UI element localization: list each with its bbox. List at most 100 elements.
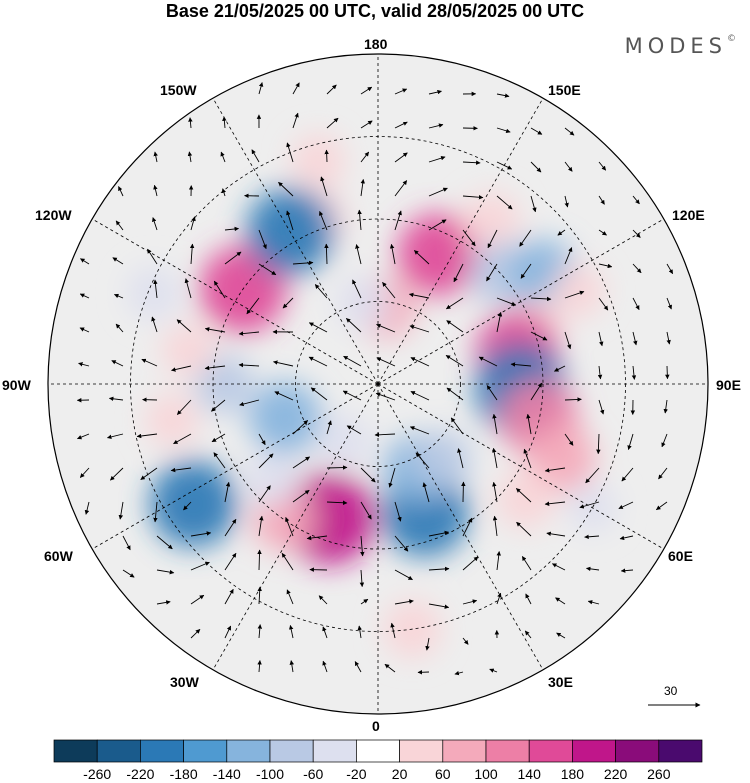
wind-arrow [598,331,604,347]
wind-arrow [598,195,605,205]
wind-arrow [224,226,240,232]
wind-arrow [224,481,231,503]
colorbar-tick-label: -220 [126,766,155,782]
colorbar-segment [140,739,184,763]
wind-arrow [526,413,532,435]
wind-arrow [170,467,192,473]
wind-arrow [496,592,502,605]
wind-arrow [112,257,124,265]
wind-arrow [516,488,532,503]
lon-label-90w: 90W [2,377,31,393]
wind-arrow [428,603,450,609]
wind-arrow [222,116,227,129]
wind-arrow [632,195,640,205]
wind-arrow [110,467,124,481]
wind-arrow [190,561,210,571]
wind-arrow [632,331,638,346]
wind-arrow [375,392,396,401]
wind-arrow [326,84,337,95]
wind-arrow [324,243,329,265]
wind-arrow [530,161,542,173]
lon-label-150w: 150W [160,82,197,98]
wind-arrow [152,217,158,231]
wind-arrow [585,566,600,572]
lon-label-30w: 30W [170,674,199,690]
wind-arrow [585,467,600,484]
meridian-line [92,218,379,385]
map-boundary [47,53,709,715]
wind-arrow [564,161,573,172]
wind-arrow [394,535,409,552]
wind-arrow [153,501,158,523]
wind-arrow [428,530,450,537]
wind-arrow [492,447,498,469]
wind-arrow [428,566,450,572]
lon-label-30e: 30E [548,674,573,690]
wind-arrow [258,485,271,503]
wind-arrow [564,127,575,136]
anomaly-patch [550,264,605,318]
colorbar-segment [226,739,271,763]
wind-arrow [246,297,260,315]
colorbar-tick-label: 60 [435,766,451,782]
wind-arrow [462,195,484,200]
wind-arrow [374,432,396,438]
wind-arrow [384,663,396,673]
wind-arrow [136,433,158,439]
wind-arrow [425,637,430,651]
wind-arrow [281,552,294,571]
wind-arrow [428,89,442,95]
wind-arrow [530,127,543,135]
wind-arrow [346,425,362,435]
wind-arrow [564,247,573,265]
colorbar-segment [269,739,314,763]
wind-arrow [632,297,640,311]
wind-arrow [496,311,503,333]
colorbar-segment [442,739,487,763]
wind-arrow [153,279,158,299]
wind-arrow [462,637,469,645]
wind-arrow [462,160,481,165]
wind-arrow [115,323,124,333]
anomaly-patch [244,452,299,507]
wind-arrow [79,327,90,333]
wind-arrow [408,292,430,299]
lon-label-60w: 60W [44,548,73,564]
wind-arrow [462,229,476,247]
wind-arrow [544,501,566,507]
wind-arrow [492,481,498,503]
wind-arrow [496,195,513,210]
wind-arrow [326,465,348,470]
wind-arrow [190,594,205,605]
wind-arrow [521,556,532,571]
wind-arrow [492,515,498,537]
wind-arrow [564,433,574,446]
wind-arrow [184,278,192,299]
wind-arrow [598,297,609,311]
wind-arrow [554,365,566,372]
wind-arrow [108,396,124,402]
wind-arrow [516,521,532,537]
wind-arrow [79,293,90,299]
wind-arrow [486,263,498,282]
anomaly-patch [161,323,216,378]
wind-arrow [274,391,294,401]
colorbar-tick-label: -180 [169,766,198,782]
wind-arrow [523,448,532,469]
wind-arrow [632,263,642,274]
wind-arrow [78,362,90,367]
wind-arrow [620,568,634,573]
wind-arrow [258,433,266,446]
colorbar-tick-label: -140 [212,766,241,782]
wind-arrow [360,86,373,95]
wind-arrow [394,569,413,581]
wind-arrow [360,120,373,129]
wind-arrow [213,280,226,299]
wind-arrow [462,599,478,605]
wind-arrow [107,433,124,440]
wind-arrow [151,316,158,333]
meridian-line [212,383,379,670]
wind-arrow [322,660,328,673]
colorbar-tick-label: 100 [474,766,498,782]
wind-arrow [319,210,328,231]
